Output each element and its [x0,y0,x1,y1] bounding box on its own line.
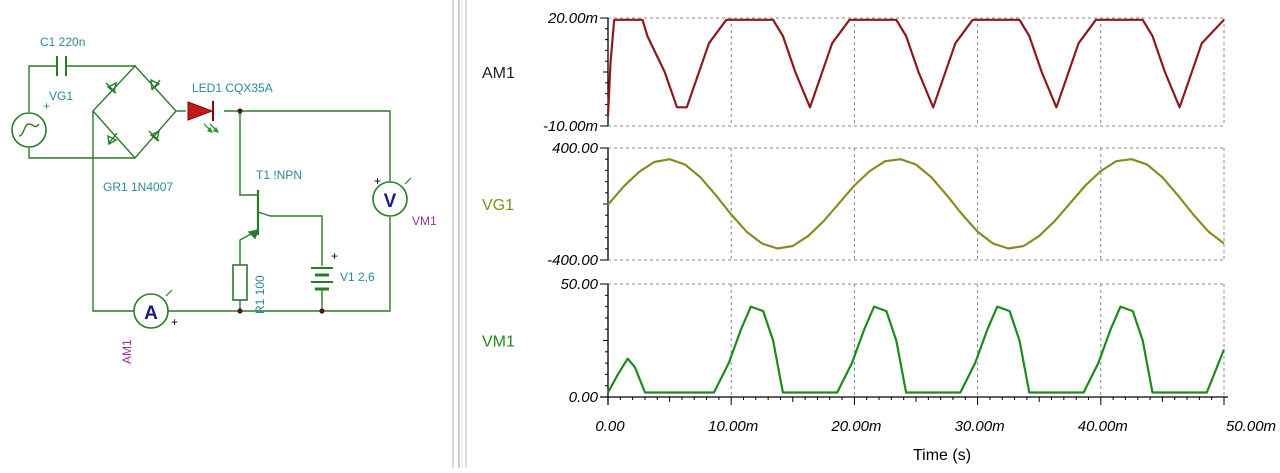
ammeter-symbol: A [144,303,158,324]
x-tick-label: 0.00 [595,418,625,435]
diode-icon [148,129,161,142]
diode-icon [105,81,118,94]
y-tick-label-bottom: 0.00 [569,389,599,406]
y-tick-label-bottom: -10.00m [543,118,598,135]
bridge-label: GR1 1N4007 [103,180,173,194]
axis-labels: 20.00m -10.00m AM1 400.00 -400.00 VG1 50.00 0.0… [482,10,1276,435]
led-label: LED1 CQX35A [192,81,273,95]
trace-line-vg1 [607,158,1225,250]
diode-icon [150,78,161,91]
trace-line-vm1 [607,305,1226,394]
trace-name-label: VG1 [482,197,514,214]
x-tick-label: 40.00m [1078,418,1128,435]
y-tick-label-top: 20.00m [547,10,598,27]
c1-label: C1 220n [40,35,85,49]
schematic-pane[interactable]: C1 220n + VG1 GR1 1N4007 LED1 CQX35A T1 … [0,0,452,468]
meter-arrow-icon [404,177,412,185]
pane-splitter[interactable] [452,0,470,468]
vg1-plus: + [43,99,50,113]
trace-name-label: AM1 [482,65,515,82]
x-tick-label: 30.00m [955,418,1005,435]
sine-icon [18,123,40,137]
trace-lines [606,18,1226,394]
battery-v1[interactable] [311,267,333,291]
light-emission-icon [203,123,220,133]
x-tick-label: 50.00m [1226,418,1276,435]
wires [28,65,391,312]
bridge-rectifier-gr1[interactable] [92,64,177,160]
trace-line-am1 [606,18,1225,116]
y-tick-label-bottom: -400.00 [547,252,599,269]
am1-label: AM1 [120,339,134,364]
plot-frames [600,17,1228,405]
vg1-label: VG1 [49,89,73,103]
r1-label: R1 100 [253,275,267,314]
x-tick-label: 10.00m [708,418,758,435]
waveform-plot[interactable]: 20.00m -10.00m AM1 400.00 -400.00 VG1 50.00 0.0… [470,0,1280,468]
voltmeter-plus: + [374,174,381,188]
transistor-t1[interactable] [247,190,271,240]
diode-icon [107,132,118,146]
grid-lines [608,17,1225,398]
vm1-label: VM1 [412,214,437,228]
battery-plus: + [331,249,338,263]
x-axis-title: Time (s) [913,447,971,464]
voltage-generator-vg1[interactable] [11,112,47,148]
meter-arrow-icon [165,289,173,297]
junction-dots [237,108,325,314]
resistor-r1[interactable] [232,264,248,301]
voltmeter-vm1[interactable]: V [372,177,412,217]
transistor-label: T1 !NPN [256,168,302,182]
ammeter-am1[interactable]: A [133,289,173,329]
battery-label: V1 2,6 [340,270,375,284]
schematic-canvas[interactable]: C1 220n + VG1 GR1 1N4007 LED1 CQX35A T1 … [0,0,452,468]
voltmeter-symbol: V [384,191,397,212]
y-tick-label-top: 400.00 [552,140,599,157]
waveform-plot-pane[interactable]: 20.00m -10.00m AM1 400.00 -400.00 VG1 50.00 0.0… [470,0,1280,468]
led-led1[interactable] [187,101,220,133]
x-tick-label: 20.00m [830,418,881,435]
ammeter-plus: + [171,315,178,329]
capacitor-c1[interactable] [56,56,67,76]
trace-name-label: VM1 [482,334,515,351]
y-tick-label-top: 50.00 [560,276,598,293]
